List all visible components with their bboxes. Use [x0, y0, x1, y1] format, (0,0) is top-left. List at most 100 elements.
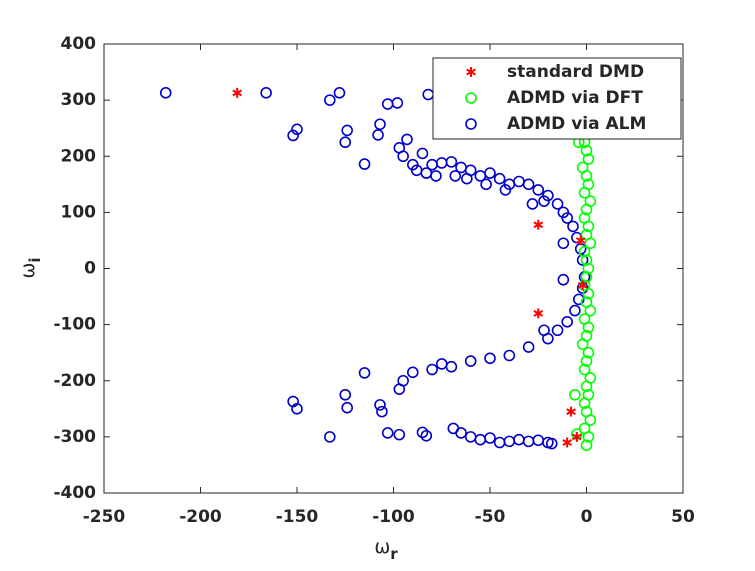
x-label-symbol: ω	[374, 536, 390, 558]
asterisk-stroke	[533, 310, 544, 317]
legend-label: standard DMD	[507, 62, 644, 82]
circle-marker	[580, 296, 593, 308]
circle-marker	[584, 195, 597, 207]
circle-marker	[561, 316, 574, 328]
circle-marker	[582, 262, 595, 275]
circle-marker	[464, 164, 477, 177]
circle-marker	[445, 156, 458, 168]
circle-marker	[416, 426, 429, 439]
circle-marker	[445, 360, 458, 373]
circle-marker	[426, 363, 438, 376]
circle-marker	[341, 124, 353, 137]
asterisk-stroke	[562, 439, 573, 446]
circle-marker	[391, 97, 404, 109]
circle-marker	[291, 403, 303, 415]
circle-marker	[484, 167, 496, 179]
y-tick-label: -300	[53, 427, 96, 447]
circle-marker	[493, 172, 506, 185]
circle-marker	[465, 92, 477, 104]
y-label-subscript: i	[26, 257, 44, 262]
circle-marker	[372, 129, 384, 141]
asterisk-stroke	[566, 408, 576, 415]
circle-marker	[480, 178, 492, 191]
circle-marker	[578, 212, 591, 224]
asterisk-marker	[575, 235, 586, 246]
circle-marker	[580, 271, 593, 283]
circle-marker	[406, 366, 419, 379]
circle-marker	[401, 133, 413, 146]
circle-marker	[557, 273, 570, 286]
circle-marker	[484, 352, 496, 365]
circle-marker	[580, 405, 593, 418]
circle-marker	[578, 422, 591, 435]
circle-marker	[397, 150, 409, 163]
circle-marker	[584, 372, 597, 384]
circle-marker	[578, 313, 591, 325]
circle-marker	[324, 431, 336, 443]
circle-marker	[374, 399, 386, 411]
circle-marker	[582, 153, 595, 165]
circle-marker	[522, 341, 535, 353]
circle-marker	[449, 170, 462, 182]
circle-marker	[561, 212, 574, 224]
circle-marker	[578, 279, 591, 292]
circle-marker	[582, 178, 595, 191]
asterisk-stroke	[577, 281, 588, 289]
y-label-symbol: ω	[17, 263, 39, 279]
asterisk-stroke	[232, 89, 243, 97]
circle-marker	[339, 136, 352, 149]
circle-marker	[430, 170, 442, 182]
x-axis-label: ωr	[374, 536, 398, 563]
circle-marker	[567, 220, 579, 233]
circle-marker	[542, 332, 554, 345]
circle-marker	[393, 428, 406, 441]
circle-marker	[532, 184, 545, 196]
circle-marker	[580, 330, 593, 342]
circle-marker	[465, 118, 477, 130]
y-axis-label: ωi	[17, 257, 44, 278]
asterisk-marker	[572, 431, 582, 442]
asterisk-marker	[562, 437, 573, 448]
asterisk-marker	[566, 406, 576, 417]
circle-marker	[578, 363, 591, 376]
circle-marker	[455, 427, 467, 439]
circle-marker	[324, 94, 336, 106]
circle-marker	[522, 178, 535, 191]
circle-marker	[578, 245, 591, 258]
y-tick-label: 300	[61, 90, 97, 110]
circle-marker	[580, 254, 593, 266]
circle-marker	[545, 437, 558, 450]
circle-marker	[381, 427, 394, 439]
y-tick-label: 400	[61, 34, 97, 54]
circle-marker	[333, 87, 346, 99]
legend-label: ADMD via DFT	[507, 88, 643, 108]
circle-marker	[358, 367, 371, 379]
circle-marker	[576, 254, 589, 266]
asterisk-marker	[533, 308, 544, 319]
y-tick-label: 100	[61, 202, 97, 222]
y-tick-label: 200	[61, 146, 97, 166]
axes-box	[103, 43, 684, 494]
circle-marker	[376, 405, 388, 418]
legend-box	[432, 57, 682, 140]
circle-marker	[569, 304, 581, 317]
asterisk-stroke	[533, 221, 544, 229]
legend-label: ADMD via ALM	[507, 114, 646, 134]
asterisk-marker	[232, 87, 243, 98]
circle-marker	[341, 401, 353, 414]
circle-marker	[580, 355, 593, 367]
asterisk-marker	[466, 67, 476, 77]
asterisk-marker	[533, 219, 544, 230]
circle-marker	[159, 87, 172, 99]
x-label-subscript: r	[390, 545, 398, 563]
circle-marker	[580, 439, 593, 452]
circle-marker	[397, 374, 409, 387]
y-tick-label: -100	[53, 315, 96, 335]
plot-area	[159, 85, 597, 452]
circle-marker	[551, 198, 564, 210]
circle-marker	[260, 87, 272, 99]
x-tick-label: -100	[372, 507, 415, 527]
y-tick-label: 0	[84, 259, 96, 279]
x-tick-label: -50	[475, 507, 506, 527]
